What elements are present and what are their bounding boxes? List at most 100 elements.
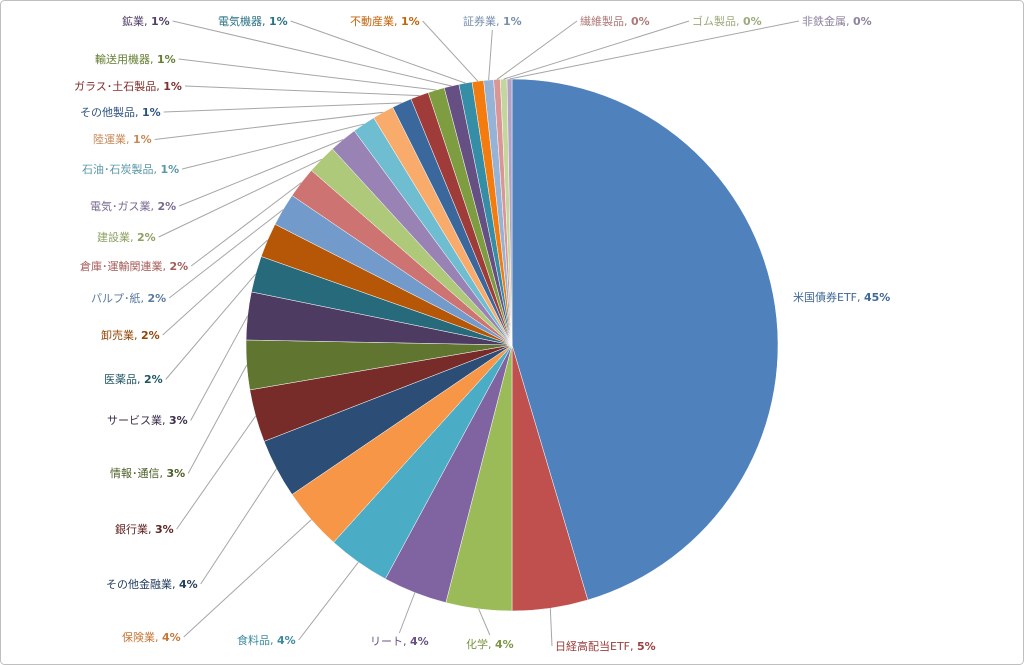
- value-label: 1%: [401, 15, 420, 28]
- label-separator: ,: [172, 578, 179, 591]
- value-label: 1%: [269, 15, 288, 28]
- leader-line: [183, 519, 312, 638]
- label-separator: ,: [155, 631, 162, 644]
- value-label: 1%: [133, 133, 152, 146]
- leader-line: [187, 364, 248, 474]
- category-label: 医薬品: [104, 373, 137, 386]
- category-label: 銀行業: [115, 522, 148, 536]
- value-label: 1%: [142, 106, 161, 119]
- leader-line: [290, 20, 466, 84]
- category-label: 鉱業: [122, 14, 144, 28]
- label-separator: ,: [163, 260, 170, 273]
- data-label: 電気機器, 1%: [218, 14, 288, 28]
- category-label: 非鉄金属: [802, 14, 846, 28]
- value-label: 2%: [170, 260, 189, 273]
- label-separator: ,: [160, 467, 167, 480]
- label-separator: ,: [126, 133, 133, 146]
- label-separator: ,: [496, 15, 503, 28]
- data-label: 輸送用機器, 1%: [95, 52, 176, 66]
- data-label: リート, 4%: [370, 635, 429, 648]
- data-label: サービス業, 3%: [107, 414, 188, 427]
- data-label: 卸売業, 2%: [101, 328, 160, 342]
- data-label: 繊維製品, 0%: [580, 14, 650, 28]
- value-label: 2%: [137, 231, 156, 244]
- label-separator: ,: [846, 15, 853, 28]
- label-separator: ,: [130, 231, 137, 244]
- value-label: 2%: [158, 200, 177, 213]
- label-separator: ,: [488, 638, 495, 651]
- leader-line: [154, 111, 384, 140]
- leader-line: [165, 273, 257, 380]
- category-label: その他製品: [80, 105, 135, 119]
- category-label: 食料品: [237, 633, 270, 647]
- label-separator: ,: [156, 80, 163, 93]
- data-label: ゴム製品, 0%: [692, 14, 762, 28]
- category-label: 日経高配当ETF: [555, 639, 630, 653]
- label-separator: ,: [394, 15, 401, 28]
- leader-line: [176, 415, 257, 530]
- category-label: 化学: [466, 637, 488, 651]
- category-label: 電気機器: [218, 14, 262, 28]
- label-separator: ,: [141, 292, 148, 305]
- label-separator: ,: [624, 15, 631, 28]
- value-label: 0%: [853, 15, 872, 28]
- data-label: 鉱業, 1%: [122, 14, 170, 28]
- data-label: 情報･通信, 3%: [110, 467, 185, 480]
- data-label: 化学, 4%: [466, 637, 514, 651]
- label-separator: ,: [151, 200, 158, 213]
- value-label: 1%: [161, 163, 180, 176]
- value-label: 4%: [162, 631, 181, 644]
- category-label: 建設業: [97, 230, 130, 244]
- value-label: 3%: [155, 523, 174, 536]
- label-separator: ,: [150, 53, 157, 66]
- category-label: 繊維製品: [580, 14, 624, 28]
- data-label: 非鉄金属, 0%: [802, 14, 872, 28]
- value-label: 3%: [169, 414, 188, 427]
- value-label: 5%: [637, 640, 656, 653]
- data-label: 陸運業, 1%: [93, 133, 152, 146]
- leader-line: [509, 20, 800, 80]
- label-separator: ,: [403, 635, 410, 648]
- leader-line: [478, 608, 491, 636]
- value-label: 45%: [864, 291, 890, 304]
- category-label: 輸送用機器: [95, 52, 150, 66]
- category-label: サービス業: [107, 414, 162, 427]
- category-label: 証券業: [463, 14, 496, 28]
- value-label: 0%: [631, 15, 650, 28]
- leader-line: [190, 315, 249, 421]
- leader-line: [182, 123, 364, 170]
- value-label: 3%: [167, 467, 186, 480]
- data-label: 証券業, 1%: [463, 14, 522, 28]
- leader-line: [200, 468, 277, 585]
- leader-line: [163, 102, 402, 113]
- leader-line: [168, 209, 284, 299]
- value-label: 2%: [148, 292, 167, 305]
- leader-line: [549, 608, 553, 647]
- category-label: パルプ･紙: [91, 291, 141, 305]
- data-label: 医薬品, 2%: [104, 373, 163, 386]
- data-label: 銀行業, 3%: [115, 522, 174, 536]
- value-label: 4%: [495, 638, 514, 651]
- data-label: 倉庫･運輸関連業, 2%: [80, 259, 188, 273]
- label-separator: ,: [162, 414, 169, 427]
- value-label: 0%: [743, 15, 762, 28]
- label-separator: ,: [135, 106, 142, 119]
- value-label: 1%: [157, 53, 176, 66]
- data-label: パルプ･紙, 2%: [91, 291, 166, 305]
- label-separator: ,: [270, 634, 277, 647]
- category-label: 電気･ガス業: [90, 199, 151, 213]
- pie-slice: [511, 78, 779, 601]
- slices: [245, 78, 779, 612]
- leader-line: [488, 29, 493, 81]
- leader-line: [184, 85, 420, 97]
- data-label: 保険業, 4%: [122, 630, 181, 644]
- data-label: 米国債券ETF, 45%: [793, 290, 890, 304]
- label-separator: ,: [857, 291, 864, 304]
- value-label: 4%: [410, 635, 429, 648]
- category-label: 不動産業: [350, 14, 394, 28]
- label-separator: ,: [134, 329, 141, 342]
- value-label: 1%: [503, 15, 522, 28]
- label-separator: ,: [630, 640, 637, 653]
- category-label: その他金融業: [106, 577, 172, 591]
- category-label: ガラス･土石製品: [74, 79, 156, 93]
